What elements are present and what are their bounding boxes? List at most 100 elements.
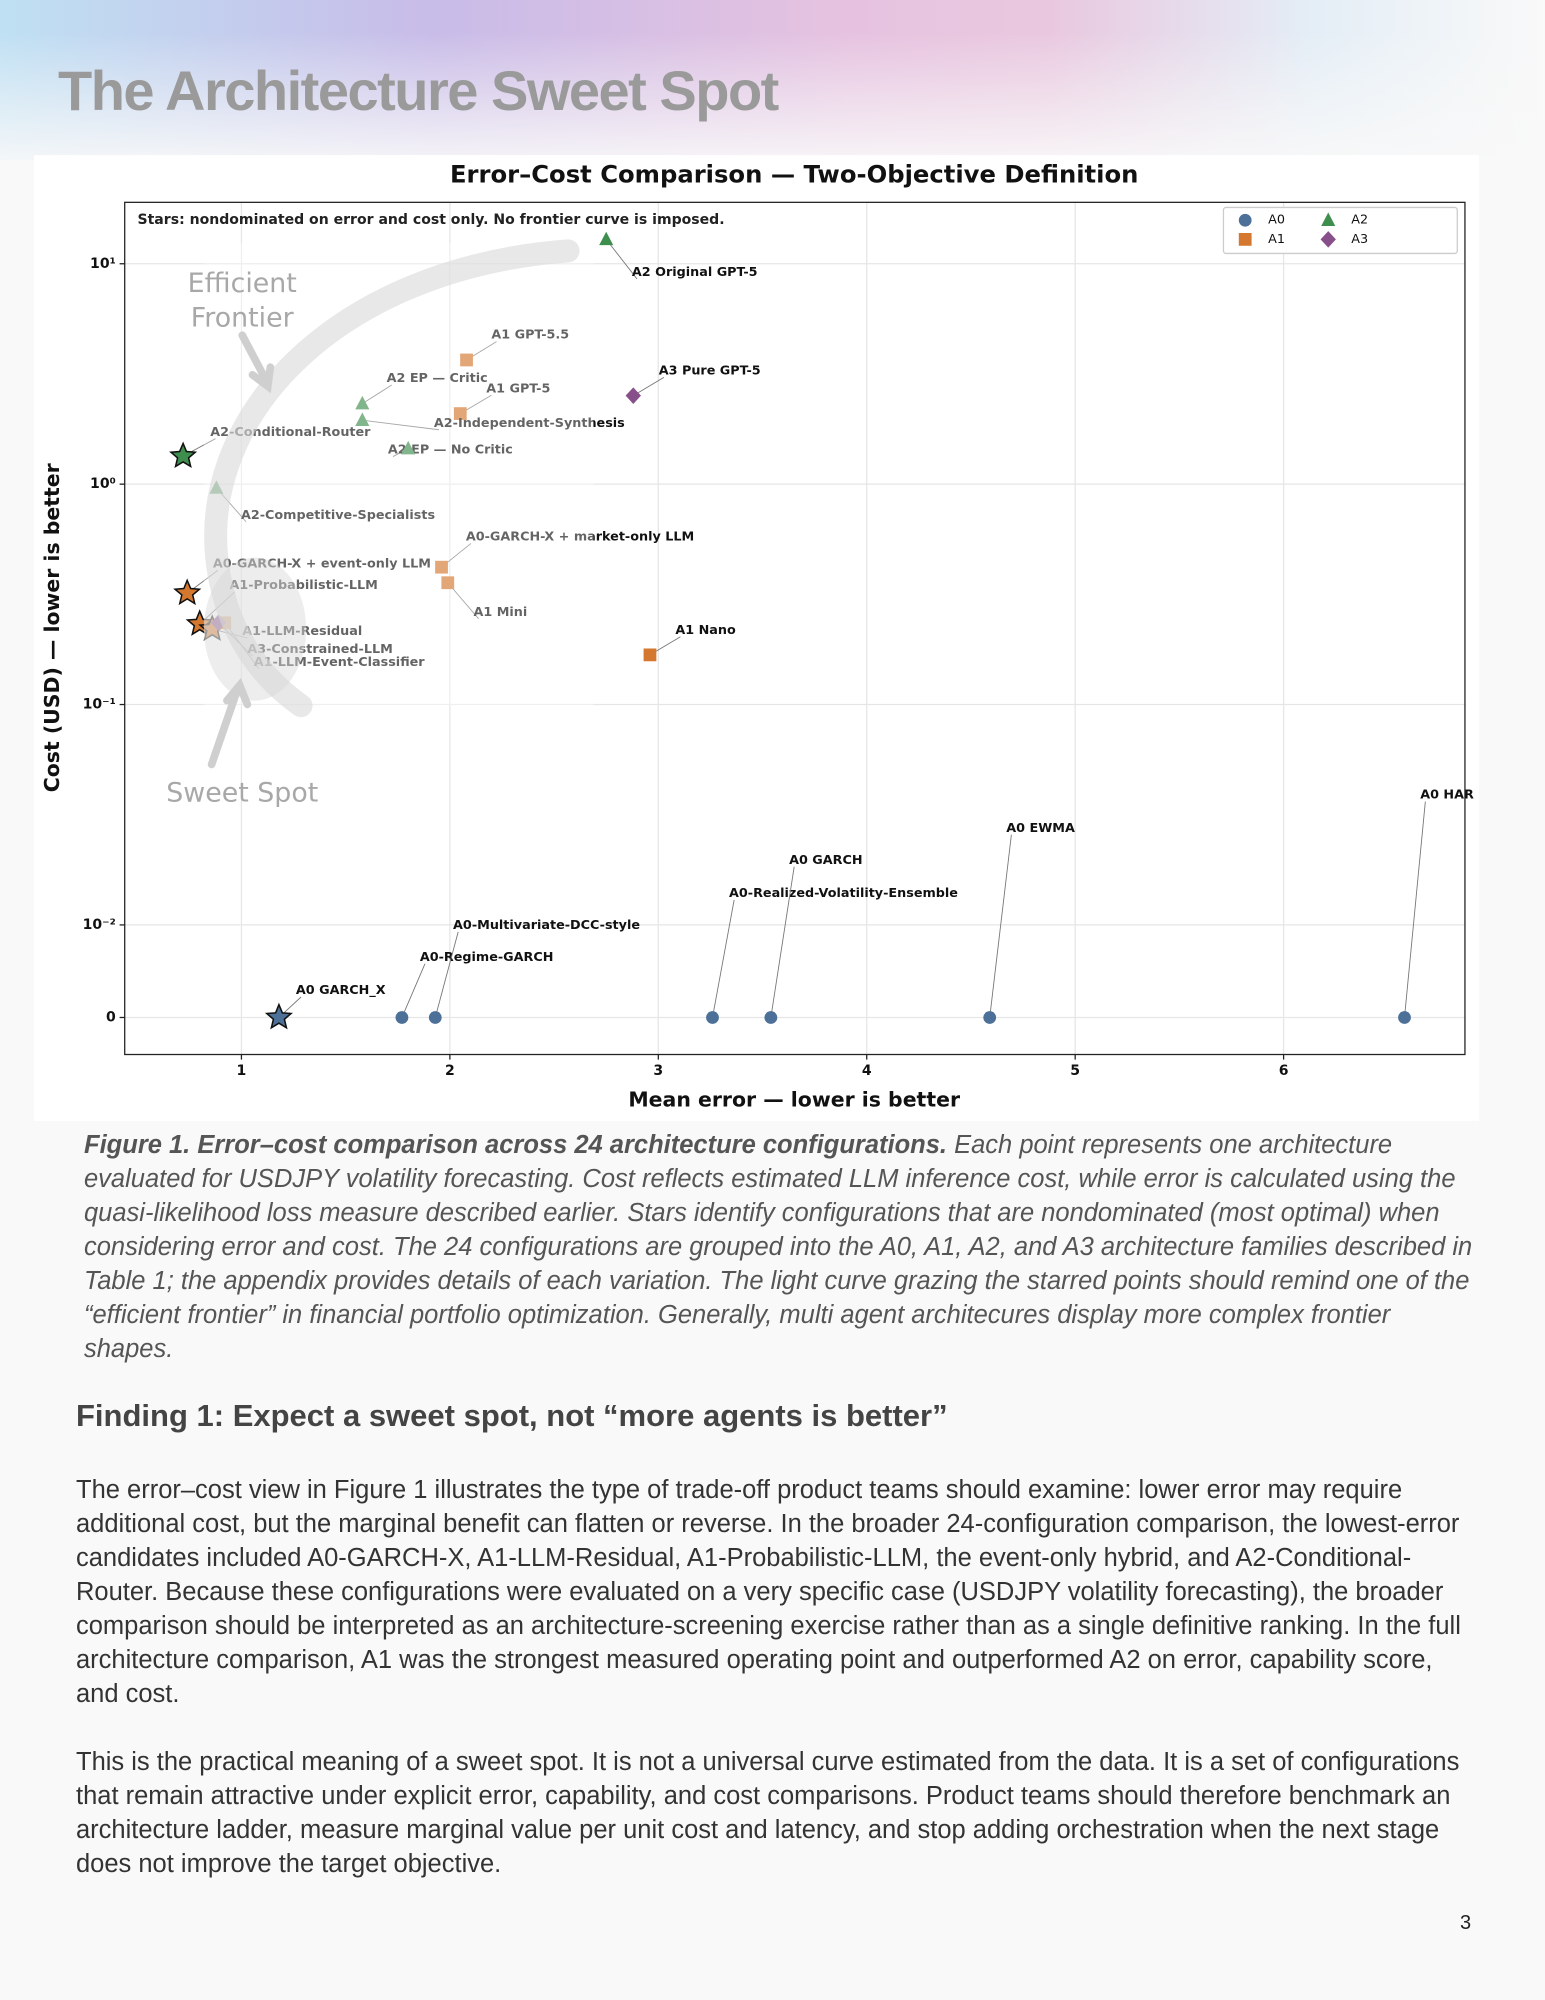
data-point <box>599 231 614 246</box>
legend-marker <box>1238 232 1252 246</box>
frontier-curve <box>204 239 580 718</box>
point-label: A3 Pure GPT-5 <box>659 363 761 378</box>
x-tick-label: 4 <box>862 1063 872 1079</box>
leader-line <box>362 419 440 431</box>
x-tick-label: 5 <box>1070 1063 1080 1079</box>
arrow <box>238 331 275 394</box>
leader-line <box>1404 801 1426 1018</box>
chart-title: Error–Cost Comparison — Two-Objective De… <box>450 159 1138 188</box>
data-point <box>453 407 467 420</box>
legend-label: A2 <box>1351 213 1368 228</box>
point-label: A0 GARCH <box>789 853 862 868</box>
data-point <box>355 395 370 410</box>
frontier-overlay: Efficient Frontier Sweet Spot <box>166 239 594 808</box>
data-point <box>401 440 416 455</box>
data-point <box>441 576 455 590</box>
point-label: A0-GARCH-X + event-only LLM <box>213 556 431 571</box>
data-point <box>706 1011 719 1024</box>
x-tick-label: 6 <box>1279 1063 1289 1079</box>
chart: Error–Cost Comparison — Two-Objective De… <box>34 155 1479 1121</box>
legend: A0 A1 A2 A3 <box>1222 206 1458 255</box>
point-label: A0 EWMA <box>1006 821 1075 836</box>
point-label: A2-Independent-Synthesis <box>434 416 625 431</box>
annotation-box: Efficient Frontier <box>187 267 297 333</box>
data-point <box>355 412 370 426</box>
point-label: A1 GPT-5 <box>486 381 550 396</box>
legend-label: A3 <box>1351 232 1368 247</box>
chart-background <box>34 155 1479 1121</box>
y-tick-label: 0 <box>106 1009 116 1025</box>
leader-line <box>770 866 795 1018</box>
data-point <box>173 578 202 606</box>
data-point <box>210 614 227 632</box>
data-point <box>460 353 473 367</box>
caption-text: Each point represents one architecture e… <box>84 1131 1473 1363</box>
leader-line <box>605 239 638 280</box>
data-point <box>435 560 448 574</box>
annotation: Sweet Spot <box>166 777 319 808</box>
legend-marker <box>1238 213 1252 227</box>
data-point <box>169 441 198 468</box>
point-label: A3-Constrained-LLM <box>247 642 392 657</box>
legend-box <box>1222 206 1458 255</box>
x-axis-label: Mean error — lower is better <box>628 1088 961 1112</box>
data-point <box>1398 1011 1411 1024</box>
data-point <box>395 1011 409 1024</box>
point-label: A2 Original GPT-5 <box>632 265 758 280</box>
chart-note: Stars: nondominated on error and cost on… <box>137 212 724 228</box>
point-label: A1 Nano <box>675 623 736 638</box>
highlight-region <box>203 243 594 706</box>
point-label: A0-Realized-Volatility-Ensemble <box>729 886 958 901</box>
point-label: A0 HAR <box>1420 788 1474 803</box>
leader-line <box>401 963 426 1018</box>
point-label: A1-LLM-Event-Classifier <box>254 655 426 670</box>
point-label: A0-Multivariate-DCC-style <box>453 918 640 933</box>
point-label: A1 Mini <box>474 605 528 620</box>
point-label: A0-Regime-GARCH <box>420 950 554 965</box>
leader-line <box>362 384 392 404</box>
page-number: 3 <box>1460 1912 1472 1934</box>
x-tick-label: 1 <box>237 1063 247 1079</box>
y-tick-label: 10⁻¹ <box>83 697 116 713</box>
arrow <box>207 677 252 769</box>
paragraph: The error–cost view in Figure 1 illustra… <box>76 1476 1461 1708</box>
point-label: A1 GPT-5.5 <box>491 328 569 343</box>
y-tick-label: 10¹ <box>90 256 116 272</box>
plot-area: A0 GARCH_X A0-Regime-GARCH A0-Multivariate… <box>169 231 1474 1030</box>
leader-line <box>989 834 1012 1018</box>
data-point <box>428 1011 442 1024</box>
x-tick-label: 2 <box>445 1063 455 1079</box>
y-tick-label: 10⁰ <box>90 476 116 492</box>
caption-lead: Figure 1. Error–cost comparison across 2… <box>84 1131 948 1159</box>
paragraph: This is the practical meaning of a sweet… <box>76 1748 1460 1878</box>
figure-caption: Figure 1. Error–cost comparison across 2… <box>84 1128 1479 1366</box>
plot-frame <box>124 201 1466 1056</box>
y-tick-label: 10⁻² <box>83 917 116 933</box>
data-point <box>643 648 657 662</box>
section-heading: Finding 1: Expect a sweet spot, not “mor… <box>76 1398 948 1433</box>
point-label: A1-Probabilistic-LLM <box>229 578 377 593</box>
sweet-spot-blob <box>203 557 307 701</box>
annotation-box: Sweet Spot <box>166 777 319 808</box>
y-axis-label: Cost (USD) — lower is better <box>40 462 64 792</box>
point-label: A0-GARCH-X + market-only LLM <box>466 530 694 545</box>
legend-label: A0 <box>1268 213 1285 228</box>
legend-marker <box>1321 212 1336 226</box>
data-point <box>764 1011 778 1024</box>
data-point <box>264 1002 293 1030</box>
point-label: A1-LLM-Residual <box>242 624 362 639</box>
leader-line <box>712 899 735 1018</box>
page-title: The Architecture Sweet Spot <box>58 59 779 122</box>
leader-line <box>434 931 459 1018</box>
point-label: A2-Competitive-Specialists <box>241 508 435 523</box>
point-label: A2 EP — No Critic <box>388 443 513 458</box>
data-point <box>983 1011 997 1024</box>
legend-label: A1 <box>1268 232 1285 247</box>
leader-line <box>633 376 665 397</box>
grid: 1 2 3 4 5 6 0 10⁻² 10⁻¹ 10⁰ 10¹ <box>83 202 1465 1079</box>
x-tick-label: 3 <box>653 1063 663 1079</box>
point-label: A0 GARCH_X <box>296 983 386 998</box>
annotation: Efficient Frontier <box>187 267 297 333</box>
header-band <box>0 0 1545 160</box>
